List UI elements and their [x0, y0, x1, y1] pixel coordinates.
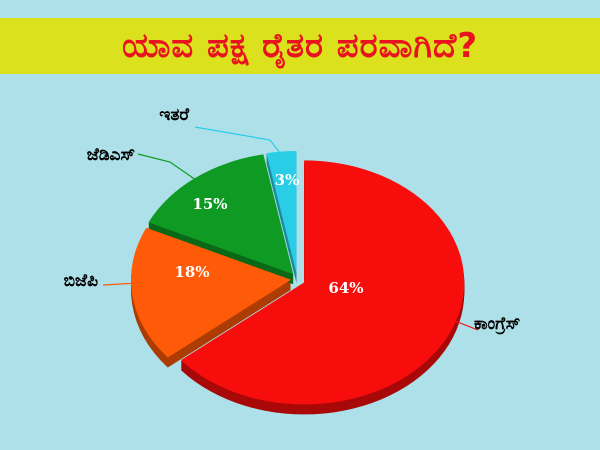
title-bar: ಯಾವ ಪಕ್ಷ ರೈತರ ಪರವಾಗಿದೆ?: [0, 18, 600, 74]
slice-category-label: ಕಾಂಗ್ರೆಸ್: [474, 314, 520, 335]
slice-category-label: ಬಿಜೆಪಿ: [64, 271, 99, 291]
slice-category-label: ಇತರೆ: [159, 105, 190, 125]
pie-slice: [131, 227, 292, 358]
leader-line: [454, 320, 479, 331]
leader-line: [102, 282, 141, 286]
slice-percent-label: 3%: [275, 171, 300, 189]
leader-line: [194, 126, 284, 158]
slice-percent-label: 64%: [328, 279, 363, 297]
pie-slice: [180, 160, 465, 405]
slice-category-label: ಜೆಡಿಎಸ್: [87, 145, 135, 165]
leader-line: [137, 153, 197, 181]
pie-slice: [266, 151, 297, 274]
pie-slice: [148, 154, 294, 275]
slice-percent-label: 15%: [192, 195, 227, 213]
chart-title: ಯಾವ ಪಕ್ಷ ರೈತರ ಪರವಾಗಿದೆ?: [121, 26, 479, 66]
slice-percent-label: 18%: [174, 263, 209, 281]
